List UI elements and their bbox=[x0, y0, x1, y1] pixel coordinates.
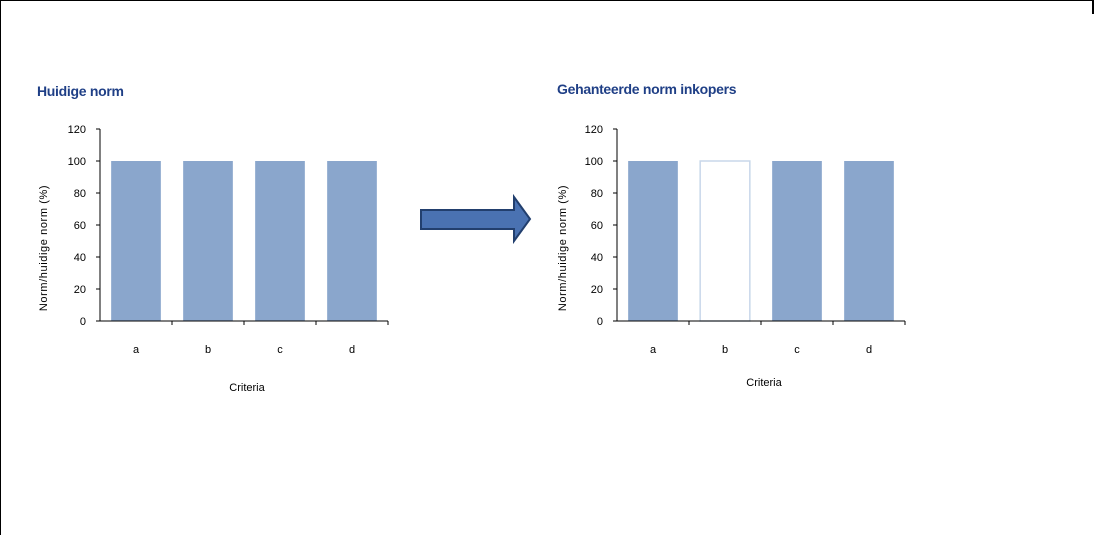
right-y-axis-title: Norm/huidige norm (%) bbox=[557, 185, 569, 311]
left-x-axis-title: Criteria bbox=[229, 382, 265, 394]
right-y-tick-label: 0 bbox=[597, 316, 603, 328]
left-bar-d bbox=[327, 161, 377, 321]
left-y-tick-label: 0 bbox=[80, 316, 86, 328]
chart-title-right: Gehanteerde norm inkopers bbox=[557, 81, 737, 97]
right-y-tick-label: 80 bbox=[591, 188, 603, 200]
left-y-axis-title: Norm/huidige norm (%) bbox=[38, 185, 50, 311]
right-arrow-icon bbox=[420, 193, 532, 245]
left-y-tick-label: 120 bbox=[68, 124, 86, 136]
left-y-tick-label: 100 bbox=[68, 156, 86, 168]
left-y-tick-label: 20 bbox=[74, 284, 86, 296]
right-bar-a bbox=[628, 161, 678, 321]
right-y-tick-label: 120 bbox=[585, 124, 603, 136]
left-x-tick-label: a bbox=[133, 344, 140, 356]
right-bar-d bbox=[844, 161, 894, 321]
right-x-tick-label: c bbox=[794, 344, 800, 356]
left-y-tick-label: 40 bbox=[74, 252, 86, 264]
right-x-tick-label: b bbox=[722, 344, 728, 356]
left-bar-b bbox=[183, 161, 233, 321]
right-y-tick-label: 40 bbox=[591, 252, 603, 264]
right-y-tick-label: 60 bbox=[591, 220, 603, 232]
left-x-tick-label: d bbox=[349, 344, 355, 356]
right-bar-c bbox=[772, 161, 822, 321]
left-bar-c bbox=[255, 161, 305, 321]
chart-title-left: Huidige norm bbox=[37, 83, 124, 99]
right-y-tick-label: 20 bbox=[591, 284, 603, 296]
left-bar-a bbox=[111, 161, 161, 321]
right-y-tick-label: 100 bbox=[585, 156, 603, 168]
left-y-tick-label: 60 bbox=[74, 220, 86, 232]
left-x-tick-label: b bbox=[205, 344, 211, 356]
right-x-tick-label: a bbox=[650, 344, 657, 356]
left-y-tick-label: 80 bbox=[74, 188, 86, 200]
right-x-axis-title: Criteria bbox=[746, 377, 782, 389]
left-x-tick-label: c bbox=[277, 344, 283, 356]
right-x-tick-label: d bbox=[866, 344, 872, 356]
frame-edge bbox=[1092, 0, 1094, 14]
right-bar-b bbox=[699, 160, 751, 322]
